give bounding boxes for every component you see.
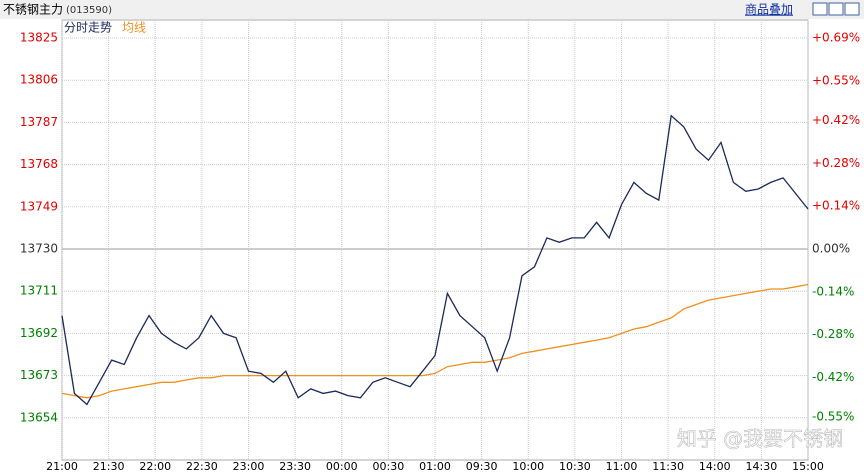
x-tick-label: 21:30 <box>93 460 125 473</box>
y2-tick-label: +0.42% <box>812 113 860 127</box>
x-tick-label: 22:30 <box>186 460 218 473</box>
x-tick-label: 14:00 <box>699 460 731 473</box>
y-tick-label: 13749 <box>20 199 58 213</box>
x-tick-label: 00:00 <box>326 460 358 473</box>
x-tick-label: 22:00 <box>139 460 171 473</box>
overlay-button[interactable]: 商品叠加 <box>745 2 793 17</box>
x-tick-label: 09:30 <box>466 460 498 473</box>
y-tick-label: 13806 <box>20 73 58 87</box>
price-line <box>61 114 809 406</box>
x-tick-label: 01:00 <box>419 460 451 473</box>
legend-label: 均线 <box>122 21 146 35</box>
window-buttons[interactable] <box>812 2 860 16</box>
y-tick-label: 13730 <box>20 242 58 256</box>
y-tick-label: 13768 <box>20 157 58 171</box>
x-tick-label: 11:30 <box>652 460 684 473</box>
y2-tick-label: -0.42% <box>812 370 854 384</box>
x-tick-label: 15:00 <box>792 460 824 473</box>
watermark: 知乎 @我要不锈钢 <box>677 427 843 451</box>
y2-tick-label: +0.28% <box>812 156 860 170</box>
code: (013590) <box>66 5 112 16</box>
price-line <box>61 283 809 399</box>
y2-tick-label: -0.14% <box>812 284 854 298</box>
y2-tick-label: +0.55% <box>812 73 860 87</box>
y-tick-label: 13673 <box>20 368 58 382</box>
y2-tick-label: +0.69% <box>812 31 860 45</box>
legend-label: 分时走势 <box>64 21 112 35</box>
y-tick-label: 13825 <box>20 31 58 45</box>
chart-title: 不锈钢主力 <box>3 3 63 17</box>
y2-tick-label: 0.00% <box>812 242 850 256</box>
x-tick-label: 00:30 <box>373 460 405 473</box>
y2-tick-label: -0.55% <box>812 410 854 424</box>
y2-tick-label: -0.28% <box>812 327 854 341</box>
x-tick-label: 23:00 <box>233 460 265 473</box>
header-bar <box>0 0 864 19</box>
y-tick-label: 13654 <box>20 410 58 424</box>
y2-tick-label: +0.14% <box>812 199 860 213</box>
x-tick-label: 11:00 <box>606 460 638 473</box>
x-tick-label: 21:00 <box>46 460 78 473</box>
x-tick-label: 14:30 <box>746 460 778 473</box>
x-tick-label: 23:30 <box>279 460 311 473</box>
x-tick-label: 10:30 <box>559 460 591 473</box>
y-tick-label: 13711 <box>20 284 58 298</box>
y-tick-label: 13692 <box>20 326 58 340</box>
x-tick-label: 10:00 <box>512 460 544 473</box>
y-tick-label: 13787 <box>20 115 58 129</box>
